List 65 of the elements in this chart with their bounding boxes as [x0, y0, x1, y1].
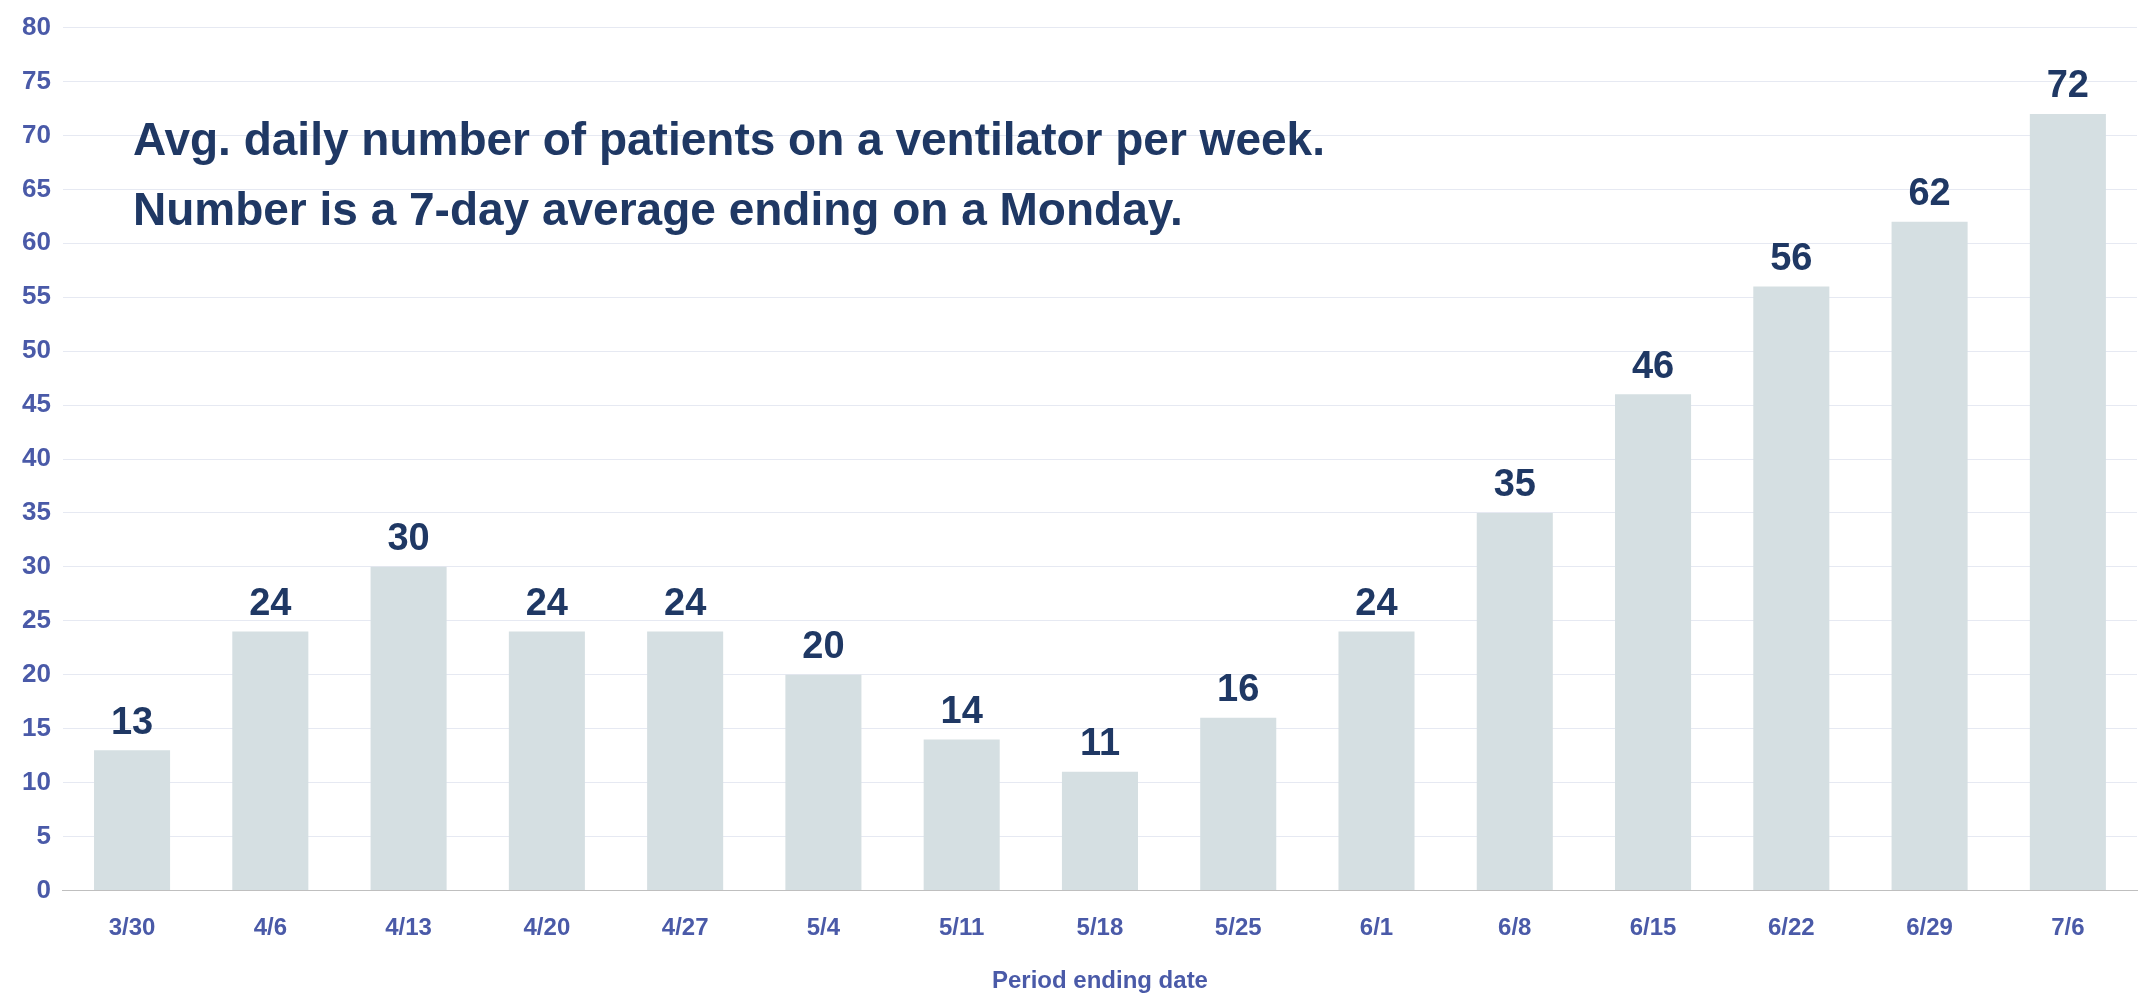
bar	[2029, 113, 2106, 890]
y-tick-label: 50	[22, 334, 51, 365]
bar	[647, 631, 724, 890]
bar	[508, 631, 585, 890]
bar	[1338, 631, 1415, 890]
data-label: 20	[802, 624, 845, 667]
y-tick-label: 35	[22, 496, 51, 527]
bar	[1200, 717, 1277, 890]
data-label: 13	[110, 699, 154, 742]
x-tick-label: 4/27	[661, 913, 709, 941]
y-tick-label: 20	[22, 657, 51, 688]
bar	[1476, 512, 1553, 890]
data-label: 24	[525, 581, 569, 624]
bar	[1615, 394, 1692, 890]
x-tick-label: 4/6	[253, 913, 288, 941]
y-tick-label: 30	[22, 550, 51, 581]
text: Number is a 7-day average ending on a Monday.	[132, 183, 1183, 236]
y-tick-label: 75	[22, 64, 51, 95]
data-label: 56	[1770, 235, 1813, 278]
bar	[1753, 286, 1830, 890]
y-tick-label: 15	[22, 711, 51, 742]
data-label: 46	[1631, 343, 1675, 386]
data-label: 24	[664, 581, 707, 624]
x-tick-label: 5/18	[1076, 913, 1124, 941]
data-label: 72	[2046, 63, 2089, 106]
data-label: 35	[1493, 462, 1536, 505]
x-tick-label: 6/1	[1359, 913, 1394, 941]
data-label: 16	[1217, 667, 1260, 710]
y-tick-label: 70	[22, 118, 51, 149]
x-tick-label: 4/20	[523, 913, 571, 941]
y-tick-label: 55	[22, 280, 51, 311]
bar	[785, 674, 862, 890]
data-label: 62	[1908, 171, 1951, 214]
bar	[1061, 771, 1138, 890]
bar	[94, 750, 171, 890]
bar	[923, 739, 1000, 890]
data-label: 14	[940, 688, 983, 731]
text: Avg. daily number of patients on a ventilator per week.	[132, 113, 1325, 166]
x-tick-label: 7/6	[2051, 913, 2085, 941]
x-tick-label: 6/15	[1629, 913, 1677, 941]
x-tick-label: 6/8	[1498, 913, 1532, 941]
y-tick-label: 60	[22, 226, 51, 257]
data-label: 30	[387, 516, 430, 559]
x-tick-label: 5/11	[938, 913, 985, 941]
y-tick-label: 40	[22, 442, 51, 473]
x-tick-label: 3/30	[108, 913, 156, 941]
x-tick-label: 4/13	[385, 913, 432, 941]
y-tick-label: 5	[36, 819, 51, 850]
bar	[232, 631, 309, 890]
y-tick-label: 10	[22, 765, 51, 796]
y-tick-label: 80	[22, 10, 51, 41]
x-tick-label: 5/25	[1214, 913, 1262, 941]
x-axis-title: Period ending date	[991, 966, 1208, 994]
x-tick-label: 5/4	[806, 913, 841, 941]
data-label: 24	[1355, 581, 1398, 624]
x-tick-label: 6/29	[1906, 913, 1953, 941]
y-tick-label: 45	[22, 388, 51, 419]
bar	[1891, 221, 1968, 890]
x-tick-label: 6/22	[1767, 913, 1815, 941]
bar	[370, 566, 447, 890]
y-tick-label: 0	[36, 873, 51, 904]
data-label: 11	[1079, 721, 1121, 764]
y-tick-label: 25	[22, 603, 51, 634]
y-tick-label: 65	[22, 172, 51, 203]
data-label: 24	[249, 581, 292, 624]
